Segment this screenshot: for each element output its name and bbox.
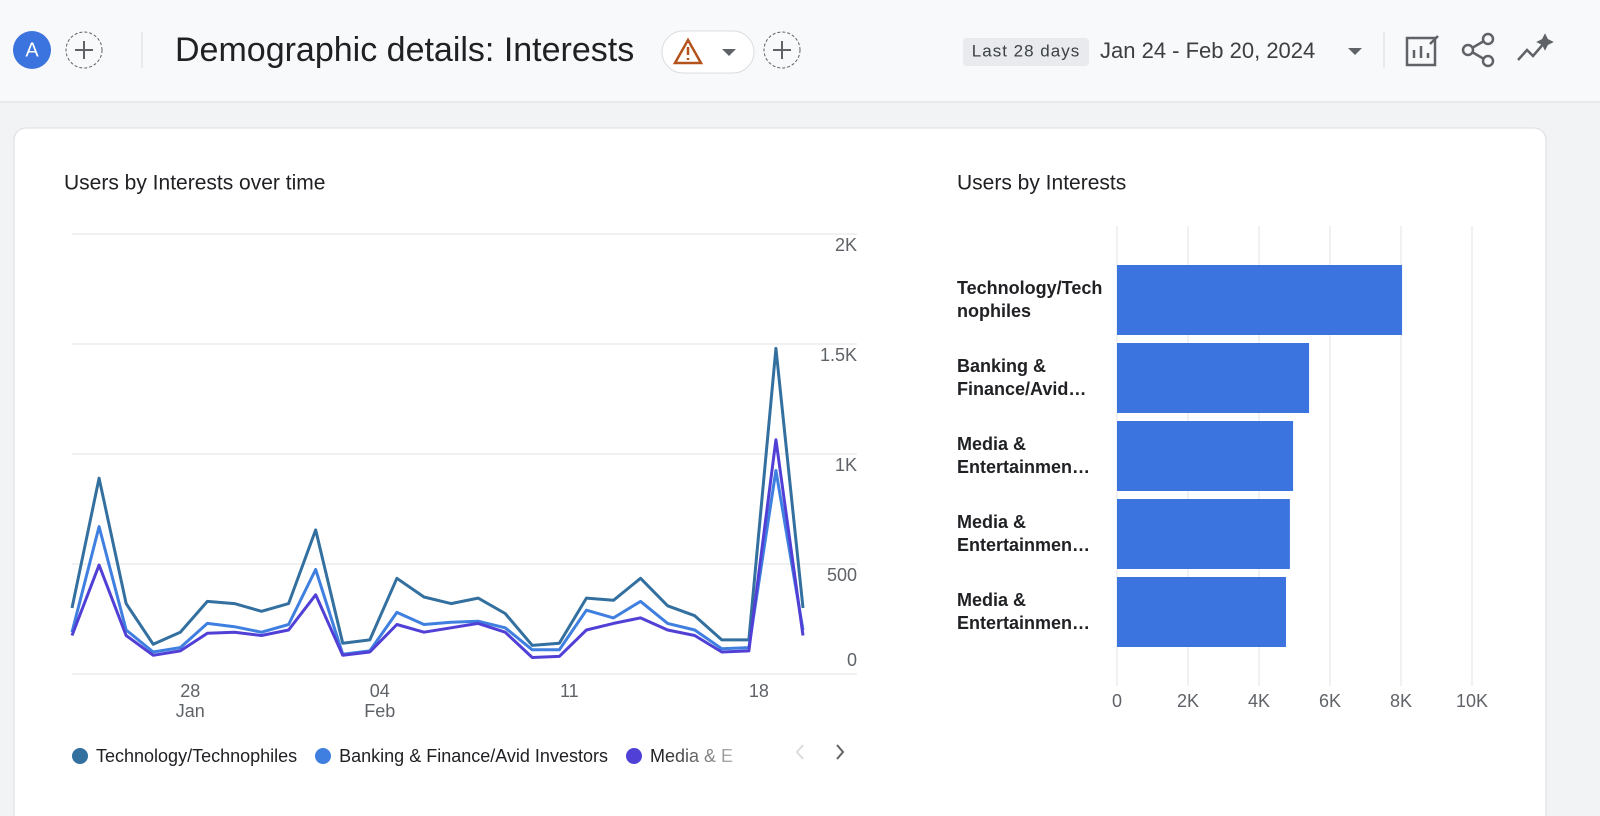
x-tick-label: 04 — [370, 681, 390, 701]
x-tick-label: 2K — [1177, 691, 1199, 711]
x-tick-month: Jan — [176, 701, 205, 721]
y-tick-label: 500 — [827, 565, 857, 585]
bar-label: Media & Entertainmen… — [957, 590, 1091, 633]
legend-label: Banking & Finance/Avid Investors — [339, 745, 608, 766]
customize-report[interactable] — [1405, 35, 1439, 67]
date-preset-chip[interactable] — [963, 38, 1089, 66]
x-tick-label: 4K — [1248, 691, 1270, 711]
avatar-letter: A — [25, 39, 39, 61]
bar-label: Technology/Technophiles — [957, 278, 1103, 321]
x-tick-label: 10K — [1456, 691, 1488, 711]
legend-swatch — [72, 748, 88, 764]
legend-item: Media & E — [625, 742, 734, 770]
legend-next[interactable] — [836, 744, 845, 760]
legend-item: Banking & Finance/Avid Investors — [315, 742, 608, 770]
bar — [1117, 343, 1310, 413]
series-line — [70, 346, 805, 647]
x-tick-month: Feb — [364, 701, 395, 721]
series-line — [70, 438, 805, 659]
date-dropdown[interactable] — [1348, 48, 1362, 55]
x-tick-label: 8K — [1390, 691, 1412, 711]
date-range[interactable]: Jan 24 - Feb 20, 2024 — [1100, 38, 1315, 63]
bar — [1117, 421, 1294, 491]
y-tick-label: 0 — [847, 650, 857, 670]
insights[interactable] — [1517, 33, 1554, 61]
x-tick-label: 6K — [1319, 691, 1341, 711]
x-tick-label: 0 — [1112, 691, 1122, 711]
bar — [1117, 265, 1403, 335]
x-tick-label: 11 — [560, 681, 579, 701]
bar-label: Banking & Finance/Avid… — [957, 356, 1087, 399]
y-tick-label: 1.5K — [820, 345, 857, 365]
legend-prev[interactable] — [795, 744, 804, 760]
legend-swatch — [315, 748, 332, 764]
bar-label: Media & Entertainmen… — [957, 512, 1091, 555]
add-filter[interactable] — [763, 31, 801, 69]
y-tick-label: 2K — [835, 235, 857, 255]
legend-label: Technology/Technophiles — [96, 745, 298, 766]
legend-label: Media & E — [649, 745, 734, 766]
date-preset: Last 28 days — [972, 41, 1080, 60]
bar-label: Media & Entertainmen… — [957, 434, 1091, 477]
series-line — [70, 469, 805, 656]
page-title: Demographic details: Interests — [175, 31, 634, 69]
legend: Technology/Technophiles Banking & Finance… — [72, 742, 772, 770]
x-tick-label: 18 — [749, 681, 769, 701]
warning-chip[interactable] — [661, 30, 755, 74]
legend-swatch — [625, 748, 642, 764]
share[interactable] — [1461, 32, 1495, 68]
add-comparison[interactable] — [65, 31, 103, 69]
bar — [1117, 499, 1290, 569]
bar — [1117, 577, 1286, 647]
avatar[interactable] — [13, 31, 51, 69]
legend-item: Technology/Technophiles — [72, 742, 297, 770]
chart-title: Users by Interests over time — [64, 172, 325, 195]
x-tick-label: 28 — [180, 681, 200, 701]
chart-title: Users by Interests — [957, 172, 1126, 195]
y-tick-label: 1K — [835, 455, 857, 475]
